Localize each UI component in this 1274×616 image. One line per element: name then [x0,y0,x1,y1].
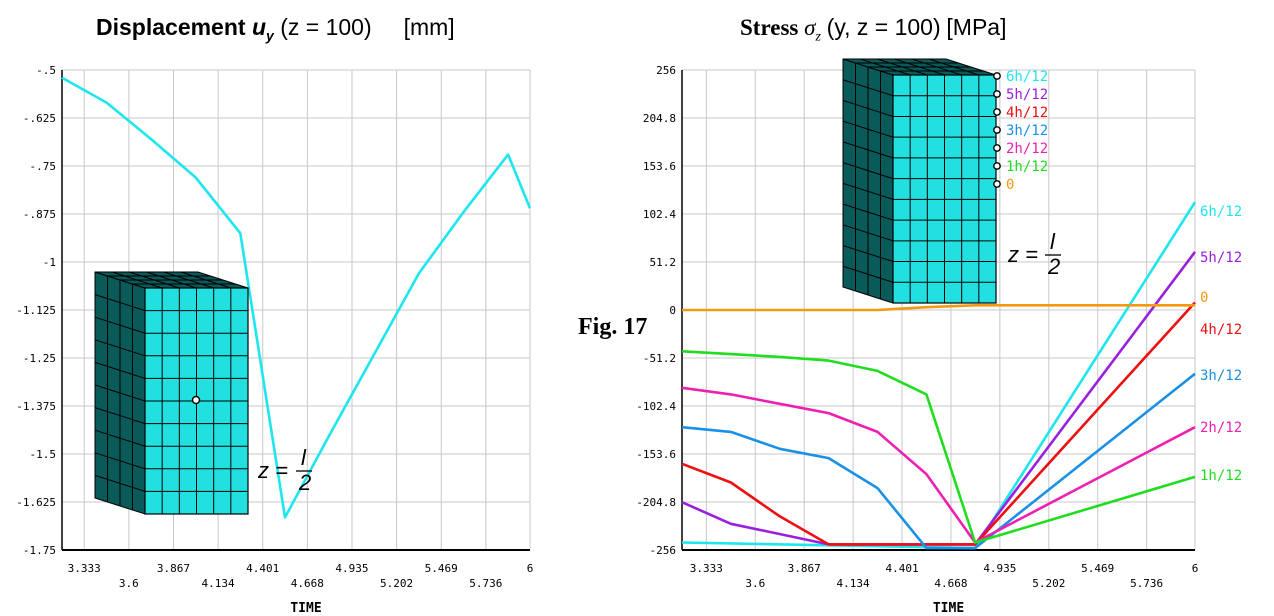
left-title-var: u [251,14,267,40]
y-tick-label: -1.25 [23,352,56,365]
node-marker [993,144,1001,152]
z-equation-label: z = [1007,242,1038,267]
series-line [61,76,532,519]
series-end-label: 6h/12 [1200,204,1242,220]
node-marker [993,126,1001,134]
z-equation-numerator: l [1050,229,1056,254]
right-title-main: Stress [740,15,799,40]
inset-legend-label: 0 [1006,177,1014,193]
y-tick-label: 0 [669,304,676,317]
x-tick-label: 4.134 [837,577,870,590]
x-tick-label: 4.401 [246,562,279,575]
y-tick-label: -256 [650,544,677,557]
y-tick-label: -204.8 [636,496,676,509]
x-tick-label: 6 [527,562,534,575]
node-marker [993,90,1001,98]
y-tick-label: -1.375 [16,400,56,413]
left-title-rest: (z = 100) [280,14,372,40]
series-end-label: 3h/12 [1200,368,1242,384]
figure-label: Fig. 17 [578,314,648,340]
y-tick-label: -1 [43,256,56,269]
left-chart-title: Displacement uy (z = 100) [mm] [96,14,455,44]
x-axis-title: TIME [290,601,321,616]
right-chart: 3.333 3.6 3.867 4.134 4.401 4.668 4.935 5.202 5.… [636,64,1242,616]
z-equation-numerator: l [301,445,307,470]
node-marker [993,108,1001,116]
x-tick-label: 5.736 [1130,577,1163,590]
y-tick-label: -1.625 [16,496,56,509]
series-end-label: 1h/12 [1200,468,1242,484]
right-title-sub: z [815,29,821,45]
right-title-var: σ [804,15,816,40]
series-end-label: 2h/12 [1200,420,1242,436]
z-equation-denominator: 2 [1047,254,1060,279]
x-tick-label: 4.401 [885,562,918,575]
inset-legend-label: 2h/12 [1006,141,1048,157]
y-tick-label: 204.8 [643,112,676,125]
y-tick-label: -1.5 [30,448,57,461]
y-tick-label: -102.4 [636,400,676,413]
x-axis-title: TIME [933,601,964,616]
x-tick-label: 3.867 [157,562,190,575]
y-tick-label: -.625 [23,112,56,125]
monitor-point-marker [191,395,201,405]
left-mesh-inset: z = l2 [94,271,312,515]
right-title-unit: [MPa] [946,14,1007,40]
node-marker [993,180,1001,188]
y-tick-label: -51.2 [643,352,676,365]
series-line-1h-12 [681,350,1196,544]
x-tick-label: 3.867 [788,562,821,575]
y-tick-label: -1.125 [16,304,56,317]
y-tick-label: 102.4 [643,208,676,221]
y-tick-label: -153.6 [636,448,676,461]
series-line-4h-12 [681,301,1196,546]
y-tick-label: -.75 [30,160,57,173]
x-tick-label: 3.6 [119,577,139,590]
x-tick-label: 6 [1192,562,1199,575]
inset-legend-label: 6h/12 [1006,69,1048,85]
series-line-0 [682,303,1195,312]
x-tick-label: 4.668 [934,577,967,590]
series-end-label: 4h/12 [1200,322,1242,338]
y-tick-label: -.875 [23,208,56,221]
inset-legend-label: 5h/12 [1006,87,1048,103]
series-line-3h-12 [681,372,1196,550]
x-tick-label: 4.668 [291,577,324,590]
right-chart-title: Stress σz (y, z = 100) [MPa] [740,14,1006,46]
x-tick-label: 4.935 [335,562,368,575]
y-tick-label: -.5 [36,64,56,77]
left-title-unit: [mm] [403,14,455,40]
x-tick-label: 4.935 [983,562,1016,575]
right-title-rest: (y, z = 100) [826,14,941,40]
series-line-2h-12 [681,386,1196,544]
y-tick-label: 256 [656,64,676,77]
x-tick-label: 3.6 [745,577,765,590]
x-tick-label: 5.469 [1081,562,1114,575]
x-tick-label: 5.202 [1032,577,1065,590]
y-tick-label: 51.2 [650,256,677,269]
x-tick-label: 3.333 [690,562,723,575]
right-mesh-inset: z = l2 6h/12 5h/12 4h/12 3h/12 2h/12 1h/12 0 [842,58,1061,304]
node-marker [993,72,1001,80]
inset-legend-label: 3h/12 [1006,123,1048,139]
x-tick-label: 5.469 [425,562,458,575]
z-equation-denominator: 2 [298,470,311,495]
x-tick-label: 4.134 [202,577,235,590]
left-title-main: Displacement [96,14,246,40]
y-tick-label: -1.75 [23,544,56,557]
series-end-label: 0 [1200,290,1208,306]
x-tick-label: 5.202 [380,577,413,590]
inset-legend-label: 1h/12 [1006,159,1048,175]
series-end-label: 5h/12 [1200,250,1242,266]
z-equation-label: z = [257,458,288,483]
left-title-sub: y [266,27,274,44]
node-marker [993,162,1001,170]
left-chart: 3.333 3.6 3.867 4.134 4.401 4.668 4.935 5.202 5.… [16,64,533,616]
y-tick-label: 153.6 [643,160,676,173]
x-tick-label: 3.333 [68,562,101,575]
inset-legend-label: 4h/12 [1006,105,1048,121]
x-tick-label: 5.736 [469,577,502,590]
